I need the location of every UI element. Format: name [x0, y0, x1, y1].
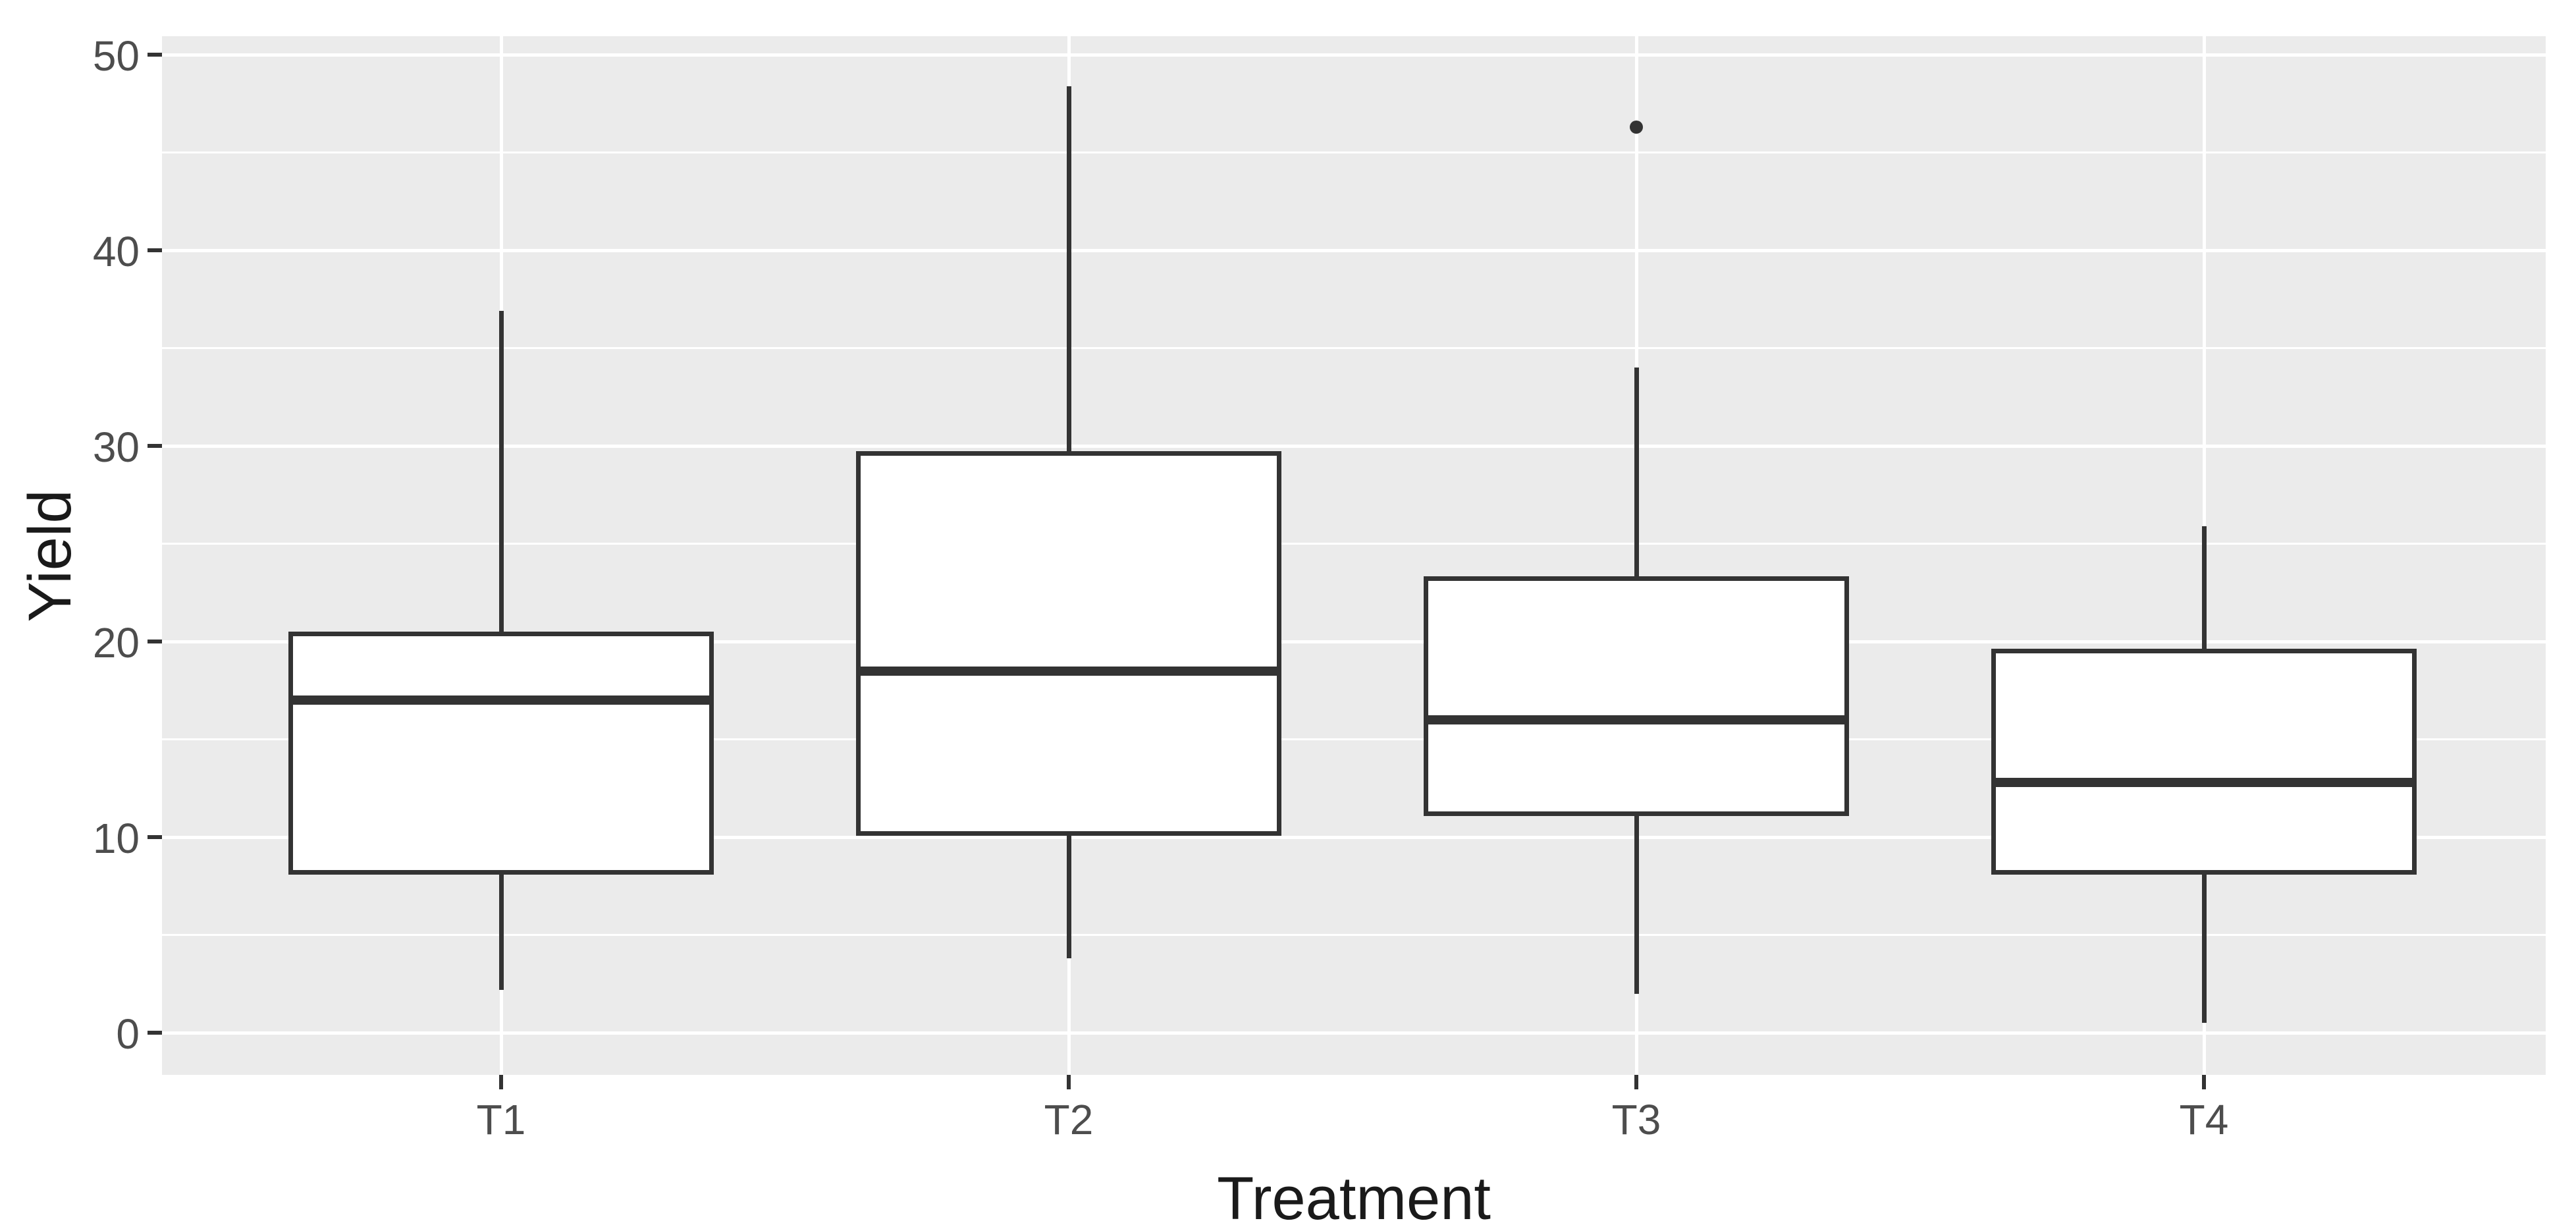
x-axis-tick-label-T1: T1 [476, 1096, 526, 1143]
y-axis-tick-20 [148, 640, 162, 643]
boxplot-upper-whisker-T3 [1634, 368, 1639, 579]
x-axis-tick-T3 [1634, 1075, 1638, 1089]
gridline-major-horizontal [162, 53, 2546, 57]
gridline-minor-horizontal [162, 347, 2546, 349]
x-axis-tick-label-T2: T2 [1044, 1096, 1094, 1143]
y-axis-tick-50 [148, 53, 162, 57]
x-axis-tick-label-T3: T3 [1611, 1096, 1661, 1143]
x-axis-title: Treatment [1217, 1165, 1491, 1227]
gridline-major-horizontal [162, 248, 2546, 252]
y-axis-tick-30 [148, 444, 162, 448]
y-axis-tick-40 [148, 248, 162, 252]
gridline-major-horizontal [162, 640, 2546, 643]
x-axis-tick-T4 [2202, 1075, 2206, 1089]
gridline-minor-horizontal [162, 738, 2546, 740]
y-axis-tick-label-30: 30 [92, 423, 140, 471]
boxplot-lower-whisker-T1 [498, 872, 504, 990]
y-axis-tick-label-50: 50 [92, 32, 140, 80]
boxplot-median-T1 [293, 695, 709, 705]
boxplot-box-T3 [1424, 576, 1849, 816]
boxplot-upper-whisker-T1 [498, 311, 504, 634]
y-axis-tick-label-10: 10 [92, 815, 140, 862]
x-axis-tick-T2 [1067, 1075, 1071, 1089]
boxplot-lower-whisker-T4 [2201, 872, 2207, 1023]
boxplot-lower-whisker-T3 [1634, 813, 1639, 994]
gridline-major-horizontal [162, 1031, 2546, 1035]
plot-panel [162, 36, 2546, 1075]
y-axis-title: Yield [16, 489, 84, 622]
y-axis-tick-label-20: 20 [92, 619, 140, 667]
boxplot-upper-whisker-T4 [2201, 526, 2207, 651]
boxplot-median-T2 [861, 666, 1277, 676]
gridline-minor-horizontal [162, 151, 2546, 153]
boxplot-median-T4 [1996, 777, 2412, 787]
boxplot-box-T4 [1991, 649, 2417, 875]
boxplot-box-T2 [856, 451, 1281, 836]
x-axis-tick-T1 [499, 1075, 503, 1089]
boxplot-lower-whisker-T2 [1066, 833, 1071, 959]
y-axis-tick-0 [148, 1031, 162, 1035]
y-axis-tick-10 [148, 835, 162, 839]
gridline-minor-horizontal [162, 543, 2546, 545]
boxplot-box-T1 [288, 631, 714, 875]
gridline-minor-horizontal [162, 934, 2546, 936]
y-axis-tick-label-40: 40 [92, 228, 140, 275]
boxplot-median-T3 [1428, 715, 1844, 724]
boxplot-upper-whisker-T2 [1066, 86, 1071, 454]
gridline-major-horizontal [162, 835, 2546, 839]
boxplot-outlier-T3 [1630, 120, 1643, 134]
y-axis-tick-label-0: 0 [116, 1010, 140, 1058]
gridline-major-horizontal [162, 444, 2546, 448]
x-axis-tick-label-T4: T4 [2179, 1096, 2229, 1143]
